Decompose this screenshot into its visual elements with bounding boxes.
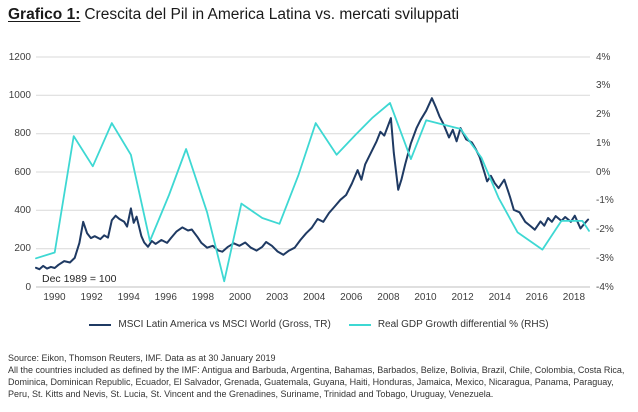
y-axis-label-left: 400 <box>14 204 31 216</box>
y-axis-label-right: 1% <box>596 137 611 149</box>
x-axis-label: 2018 <box>562 292 586 303</box>
y-axis-label-left: 1000 <box>8 89 31 101</box>
footnote: Source: Eikon, Thomson Reuters, IMF. Dat… <box>8 352 628 400</box>
chart-title: Grafico 1: Crescita del Pil in America La… <box>8 6 459 24</box>
x-axis-label: 2000 <box>228 292 252 303</box>
y-axis-label-left: 0 <box>25 281 31 293</box>
y-axis-label-right: 2% <box>596 109 611 120</box>
x-axis-label: 2003 <box>265 292 289 303</box>
x-axis-label: 2004 <box>303 292 326 303</box>
y-axis-label-right: 4% <box>596 51 611 63</box>
legend-item-gdp: Real GDP Growth differential % (RHS) <box>348 319 549 330</box>
x-axis-label: 2016 <box>525 292 548 303</box>
x-axis-label: 2014 <box>488 292 511 303</box>
y-axis-label-right: -2% <box>596 224 614 235</box>
y-axis-label-left: 1200 <box>8 51 31 63</box>
x-axis-label: 2008 <box>377 292 400 303</box>
y-axis-label-right: -1% <box>596 195 614 207</box>
legend-line-sample-msci <box>89 323 112 326</box>
legend-item-msci: MSCI Latin America vs MSCI World (Gross,… <box>89 319 331 330</box>
y-axis-label-left: 200 <box>14 243 31 255</box>
x-axis-label: 2010 <box>414 292 437 303</box>
x-axis-label: 1992 <box>80 292 103 303</box>
chart-title-label: Grafico 1: <box>8 6 81 23</box>
y-axis-label-right: 0% <box>596 166 611 178</box>
legend-line-sample-gdp <box>348 323 371 326</box>
y-axis-label-right: -3% <box>596 252 614 264</box>
chart-title-text: Crescita del Pil in America Latina vs. m… <box>84 6 460 23</box>
gdp-series-line <box>35 102 590 283</box>
countries-line: All the countries included as defined by… <box>8 365 625 399</box>
y-axis-label-right: 3% <box>596 80 611 92</box>
legend: MSCI Latin America vs MSCI World (Gross,… <box>0 319 638 330</box>
x-axis-label: 1996 <box>154 292 177 303</box>
base-value-annotation: Dec 1989 = 100 <box>42 273 117 285</box>
x-axis-label: 2012 <box>451 292 474 303</box>
legend-label-msci: MSCI Latin America vs MSCI World (Gross,… <box>118 319 331 330</box>
source-line: Source: Eikon, Thomson Reuters, IMF. Dat… <box>8 353 276 363</box>
y-axis-label-right: -4% <box>596 281 614 293</box>
x-axis-label: 1994 <box>117 292 140 303</box>
x-axis-label: 2006 <box>340 292 363 303</box>
x-axis-label: 1998 <box>191 292 215 303</box>
y-axis-label-left: 800 <box>14 128 31 140</box>
y-axis-label-left: 600 <box>14 166 31 178</box>
legend-label-gdp: Real GDP Growth differential % (RHS) <box>377 319 549 330</box>
x-axis-label: 1990 <box>43 292 66 303</box>
msci-series-line <box>35 97 590 271</box>
